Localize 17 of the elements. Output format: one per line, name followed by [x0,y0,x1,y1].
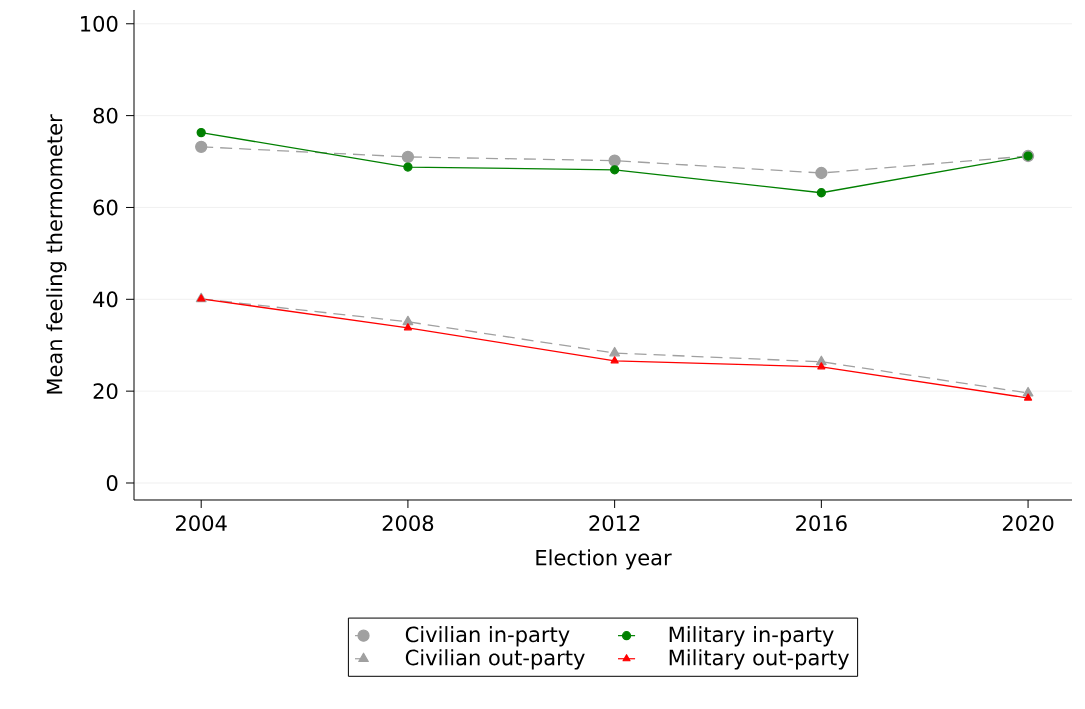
x-axis-title: Election year [536,549,672,570]
y-axis-title: Mean feeling thermometer [46,114,67,394]
legend-label: Military out-party [669,649,849,670]
y-tick-label: 20 [93,383,118,400]
legend-label: Military in-party [669,626,834,647]
legend-label: Civilian in-party [405,626,570,647]
y-tick-label: 80 [93,107,118,124]
y-tick-label: 100 [81,15,118,32]
y-tick-label: 60 [93,199,118,216]
y-tick-label: 40 [93,291,118,308]
x-tick-label: 2008 [382,515,434,532]
legend-label: Civilian out-party [405,649,585,670]
x-tick-label: 2020 [1002,515,1054,532]
x-tick-label: 2012 [589,515,640,532]
y-tick-label: 0 [106,475,118,491]
x-tick-label: 2004 [176,515,227,532]
x-tick-label: 2016 [796,515,847,532]
